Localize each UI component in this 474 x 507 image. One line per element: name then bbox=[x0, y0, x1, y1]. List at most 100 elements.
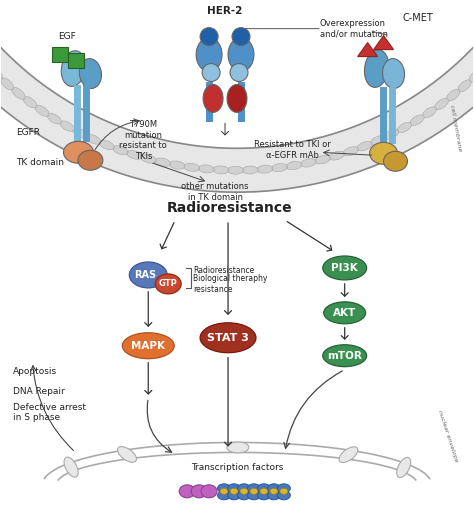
Text: PI3K: PI3K bbox=[331, 263, 358, 273]
Ellipse shape bbox=[257, 491, 270, 500]
Ellipse shape bbox=[73, 128, 87, 138]
Text: EGFR: EGFR bbox=[16, 128, 40, 137]
Ellipse shape bbox=[315, 155, 330, 164]
Text: Overexpression
and/or mutation: Overexpression and/or mutation bbox=[320, 19, 388, 38]
Ellipse shape bbox=[201, 485, 217, 498]
Ellipse shape bbox=[23, 96, 37, 108]
Ellipse shape bbox=[155, 274, 181, 294]
Ellipse shape bbox=[64, 141, 93, 163]
Ellipse shape bbox=[383, 59, 404, 88]
Ellipse shape bbox=[277, 491, 291, 500]
Ellipse shape bbox=[324, 302, 365, 324]
Text: STAT 3: STAT 3 bbox=[207, 333, 249, 343]
Text: Transcription factors: Transcription factors bbox=[191, 463, 283, 472]
Ellipse shape bbox=[78, 150, 103, 170]
Polygon shape bbox=[374, 35, 393, 50]
Ellipse shape bbox=[250, 488, 258, 494]
Ellipse shape bbox=[218, 484, 230, 493]
Ellipse shape bbox=[230, 488, 238, 494]
Ellipse shape bbox=[343, 147, 358, 156]
Text: mTOR: mTOR bbox=[327, 351, 362, 360]
Ellipse shape bbox=[435, 98, 448, 110]
Ellipse shape bbox=[422, 107, 437, 118]
Ellipse shape bbox=[184, 163, 200, 171]
Text: Radioresistance: Radioresistance bbox=[193, 267, 255, 275]
Text: HER-2: HER-2 bbox=[207, 6, 243, 16]
Polygon shape bbox=[358, 43, 378, 57]
Text: EGF: EGF bbox=[59, 31, 76, 41]
Ellipse shape bbox=[242, 166, 258, 174]
Text: cell membrane: cell membrane bbox=[449, 104, 462, 152]
Ellipse shape bbox=[61, 51, 86, 86]
Ellipse shape bbox=[200, 28, 218, 46]
Ellipse shape bbox=[301, 159, 316, 167]
Ellipse shape bbox=[272, 164, 287, 172]
Ellipse shape bbox=[232, 28, 250, 46]
Ellipse shape bbox=[267, 484, 281, 493]
Ellipse shape bbox=[64, 457, 78, 477]
Polygon shape bbox=[0, 0, 474, 192]
Ellipse shape bbox=[458, 80, 471, 92]
Text: DNA Repair: DNA Repair bbox=[13, 387, 64, 396]
Ellipse shape bbox=[227, 442, 249, 453]
Text: RAS: RAS bbox=[134, 270, 156, 280]
Text: MAPK: MAPK bbox=[131, 341, 165, 351]
Ellipse shape bbox=[267, 491, 281, 500]
Ellipse shape bbox=[247, 484, 260, 493]
Ellipse shape bbox=[228, 166, 244, 174]
Ellipse shape bbox=[277, 484, 291, 493]
Ellipse shape bbox=[323, 256, 366, 280]
Text: AKT: AKT bbox=[333, 308, 356, 318]
Text: TK domain: TK domain bbox=[16, 158, 64, 167]
Ellipse shape bbox=[99, 140, 114, 150]
Ellipse shape bbox=[237, 484, 250, 493]
Ellipse shape bbox=[257, 165, 273, 173]
Ellipse shape bbox=[155, 158, 171, 166]
Ellipse shape bbox=[383, 151, 408, 171]
Ellipse shape bbox=[12, 88, 25, 99]
Ellipse shape bbox=[218, 491, 230, 500]
Ellipse shape bbox=[47, 113, 62, 124]
Ellipse shape bbox=[384, 129, 399, 139]
Text: Resistant to TKI or
α-EGFR mAb: Resistant to TKI or α-EGFR mAb bbox=[255, 140, 331, 160]
Ellipse shape bbox=[200, 323, 256, 353]
Ellipse shape bbox=[213, 166, 229, 174]
Ellipse shape bbox=[122, 333, 174, 358]
Ellipse shape bbox=[169, 161, 185, 169]
Ellipse shape bbox=[35, 105, 49, 116]
Text: Biological theraphy
resistance: Biological theraphy resistance bbox=[193, 274, 267, 294]
Ellipse shape bbox=[127, 151, 142, 159]
Ellipse shape bbox=[202, 63, 220, 82]
Ellipse shape bbox=[179, 485, 195, 498]
Text: Defective arrest
in S phase: Defective arrest in S phase bbox=[13, 403, 86, 422]
Text: Radioresistance: Radioresistance bbox=[167, 201, 293, 215]
Text: other mutations
in TK domain: other mutations in TK domain bbox=[182, 182, 249, 202]
Ellipse shape bbox=[260, 488, 268, 494]
Ellipse shape bbox=[357, 141, 372, 151]
Ellipse shape bbox=[228, 491, 240, 500]
FancyBboxPatch shape bbox=[52, 47, 68, 62]
Ellipse shape bbox=[257, 484, 270, 493]
Ellipse shape bbox=[79, 59, 101, 88]
Ellipse shape bbox=[280, 488, 288, 494]
Ellipse shape bbox=[60, 121, 74, 131]
Ellipse shape bbox=[329, 151, 345, 160]
Ellipse shape bbox=[365, 50, 389, 87]
Text: T790M
mutation
resistant to
TKIs: T790M mutation resistant to TKIs bbox=[119, 120, 167, 161]
Ellipse shape bbox=[228, 484, 240, 493]
Ellipse shape bbox=[286, 161, 302, 170]
Ellipse shape bbox=[410, 115, 424, 126]
Ellipse shape bbox=[220, 488, 228, 494]
Ellipse shape bbox=[228, 38, 254, 71]
Text: Apoptosis: Apoptosis bbox=[13, 367, 57, 376]
Text: GTP: GTP bbox=[159, 279, 178, 288]
Ellipse shape bbox=[0, 68, 3, 80]
Ellipse shape bbox=[447, 89, 460, 101]
Ellipse shape bbox=[118, 447, 137, 462]
Ellipse shape bbox=[227, 85, 247, 113]
Ellipse shape bbox=[371, 135, 385, 146]
Ellipse shape bbox=[113, 146, 128, 155]
Ellipse shape bbox=[397, 122, 411, 133]
Ellipse shape bbox=[141, 155, 156, 163]
FancyBboxPatch shape bbox=[68, 53, 84, 68]
